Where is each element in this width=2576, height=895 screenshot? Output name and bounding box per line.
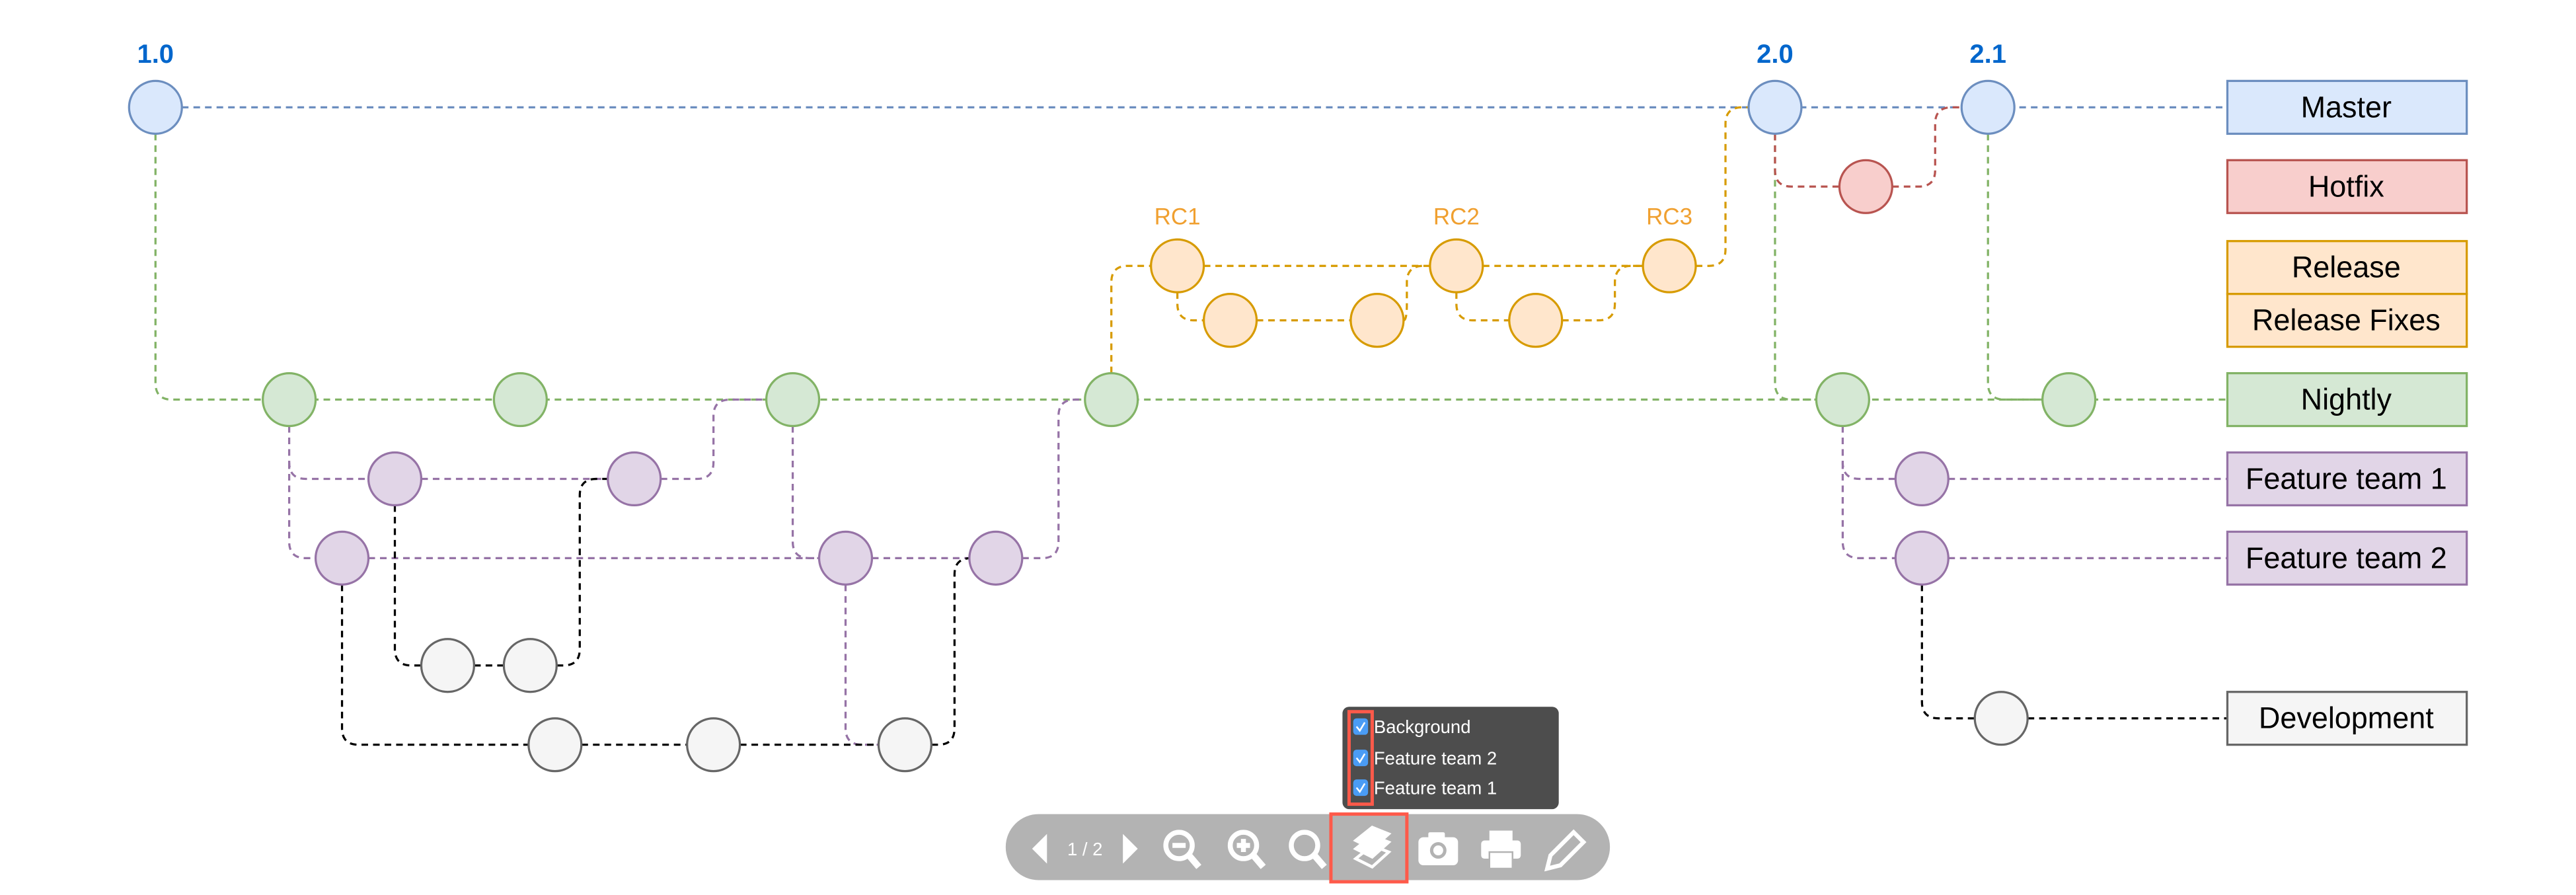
commit-node[interactable] xyxy=(1429,238,1484,293)
feature-commits xyxy=(314,451,1950,586)
layer-label: Background xyxy=(1374,717,1471,737)
commit-node[interactable] xyxy=(527,717,583,773)
commit-node[interactable] xyxy=(1973,691,2029,746)
legend-master[interactable] xyxy=(2226,79,2468,135)
feature-team-2-line-right xyxy=(1841,462,2228,560)
commit-node[interactable] xyxy=(1894,530,1950,586)
hotfix-line xyxy=(1774,106,1962,188)
commit-node[interactable] xyxy=(817,530,874,586)
highlight-box xyxy=(1347,710,1374,806)
commit-node[interactable] xyxy=(420,638,476,693)
commit-node[interactable] xyxy=(1747,79,1803,135)
legend-label: Release xyxy=(2292,251,2401,284)
layers-panel-bg xyxy=(1342,707,1559,810)
layer-label: Feature team 1 xyxy=(1374,778,1497,798)
legend-feature-team-1[interactable] xyxy=(2226,451,2468,507)
legend-nightly[interactable] xyxy=(2226,371,2468,428)
commit-node[interactable] xyxy=(1508,293,1564,348)
commit-node[interactable] xyxy=(262,371,317,428)
layer-item-feature-team-1[interactable]: Feature team 1 xyxy=(1353,778,1497,798)
rc-label: RC1 xyxy=(1155,204,1201,230)
commit-node[interactable] xyxy=(607,451,662,507)
layers-icon[interactable] xyxy=(1353,826,1392,869)
commit-node[interactable] xyxy=(1815,371,1870,428)
viewer-toolbar: 1 / 2 xyxy=(1005,812,1610,884)
development-line xyxy=(340,477,971,746)
commit-node[interactable] xyxy=(314,530,370,586)
legend-label: Master xyxy=(2301,90,2392,124)
version-label: 2.0 xyxy=(1757,40,1794,69)
legend-label: Feature team 2 xyxy=(2246,541,2447,574)
version-label: 1.0 xyxy=(137,40,174,69)
commit-node[interactable] xyxy=(1960,79,2016,135)
page-indicator: 1 / 2 xyxy=(1067,839,1102,859)
legend-development[interactable] xyxy=(2226,691,2468,746)
layer-item-background[interactable]: Background xyxy=(1353,717,1471,737)
edit-icon[interactable] xyxy=(1544,829,1587,872)
legend-release-fixes[interactable] xyxy=(2226,293,2468,348)
nightly-branch-2-1 xyxy=(1987,134,2043,401)
commit-node[interactable] xyxy=(1349,293,1405,348)
release-line xyxy=(1110,106,1749,373)
commit-node[interactable] xyxy=(1202,293,1258,348)
commit-node[interactable] xyxy=(968,530,1024,586)
version-label: 2.1 xyxy=(1969,40,2006,69)
master-commits xyxy=(128,79,2016,135)
legend-hotfix[interactable] xyxy=(2226,159,2468,214)
commit-node[interactable] xyxy=(1642,238,1697,293)
camera-icon[interactable] xyxy=(1418,832,1458,866)
commit-node[interactable] xyxy=(367,451,423,507)
release-fixes-line xyxy=(1176,264,1644,322)
highlight-box xyxy=(1329,812,1409,884)
zoom-fit-icon[interactable] xyxy=(1289,830,1327,869)
commit-node[interactable] xyxy=(492,371,548,428)
commit-node[interactable] xyxy=(1150,238,1205,293)
hotfix-commit-node[interactable] xyxy=(1838,159,1893,214)
commit-node[interactable] xyxy=(502,638,558,693)
nightly-branch-2-0 xyxy=(1774,134,1817,401)
layer-item-feature-team-2[interactable]: Feature team 2 xyxy=(1353,748,1497,769)
legend: Master Hotfix Release Release Fixes Nigh… xyxy=(2226,79,2468,746)
layers-panel: Background Feature team 2 Feature team 1 xyxy=(1342,707,1559,810)
connectors xyxy=(154,106,2228,746)
prev-page-icon[interactable] xyxy=(1032,834,1047,864)
legend-label: Release Fixes xyxy=(2252,303,2441,337)
development-line-right xyxy=(1920,584,2228,720)
check-icon xyxy=(1355,783,1366,794)
commit-node[interactable] xyxy=(1894,451,1950,507)
checkbox[interactable] xyxy=(1353,750,1369,767)
toolbar-bg xyxy=(1005,814,1610,880)
commit-node[interactable] xyxy=(765,371,821,428)
checkbox[interactable] xyxy=(1353,779,1369,797)
commit-node[interactable] xyxy=(2041,371,2097,428)
commit-node[interactable] xyxy=(1084,371,1139,428)
zoom-out-icon[interactable] xyxy=(1163,830,1201,869)
next-page-icon[interactable] xyxy=(1123,834,1138,864)
checkbox[interactable] xyxy=(1353,718,1369,735)
print-icon[interactable] xyxy=(1481,830,1521,870)
legend-label: Nightly xyxy=(2301,383,2392,416)
legend-label: Development xyxy=(2259,701,2434,735)
rc-label: RC2 xyxy=(1433,204,1480,230)
rc-label: RC3 xyxy=(1646,204,1692,230)
development-commits xyxy=(420,638,2029,773)
legend-feature-team-2[interactable] xyxy=(2226,530,2468,586)
legend-label: Hotfix xyxy=(2308,169,2384,203)
nightly-commits xyxy=(262,371,2097,428)
check-icon xyxy=(1355,722,1366,732)
commit-node[interactable] xyxy=(686,717,741,773)
feature-team-2-line xyxy=(287,398,1085,746)
commit-node[interactable] xyxy=(877,717,933,773)
release-commits xyxy=(1150,238,1697,348)
zoom-in-icon[interactable] xyxy=(1227,830,1266,869)
check-icon xyxy=(1355,753,1366,764)
legend-release[interactable] xyxy=(2226,240,2468,295)
commit-node[interactable] xyxy=(128,79,183,135)
legend-label: Feature team 1 xyxy=(2246,461,2447,495)
layer-label: Feature team 2 xyxy=(1374,748,1497,769)
